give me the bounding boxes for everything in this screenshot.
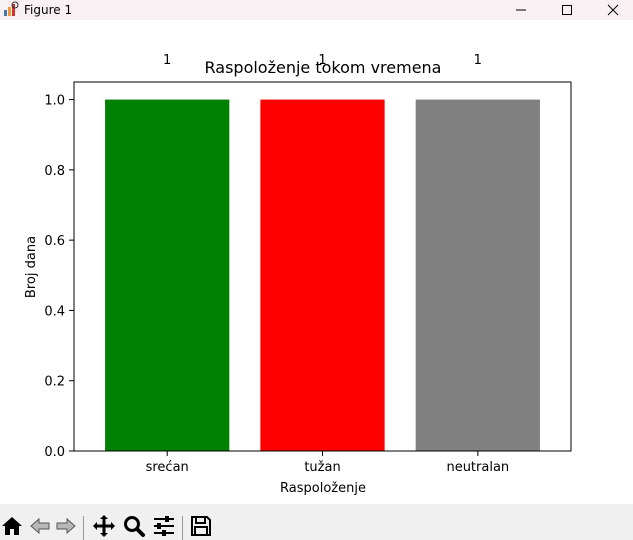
zoom-magnifier-icon (124, 516, 145, 537)
data-label-2: 1 (474, 53, 482, 68)
chart-title: Raspoloženje tokom vremena (205, 58, 442, 77)
back-button[interactable] (28, 514, 52, 538)
x-tick-label-0: srećan (146, 460, 189, 475)
bar-2 (415, 99, 540, 452)
maximize-button[interactable] (544, 0, 590, 20)
y-tick-label-2: 0.4 (44, 304, 65, 319)
zoom-button[interactable] (122, 514, 146, 538)
data-label-1: 1 (318, 53, 326, 68)
window-title: Figure 1 (24, 3, 73, 17)
x-axis-label: Raspoloženje (280, 481, 366, 496)
navigation-toolbar (0, 504, 633, 540)
data-labels-group: 1 1 1 (163, 53, 482, 68)
pan-button[interactable] (92, 514, 116, 538)
y-tick-label-0: 0.0 (44, 445, 65, 460)
close-icon (607, 4, 619, 16)
back-arrow-icon (30, 517, 50, 535)
toolbar-separator (182, 516, 183, 540)
y-axis-label: Broj dana (24, 236, 39, 298)
configure-subplots-icon (154, 516, 174, 536)
maximize-icon (562, 5, 572, 15)
home-button[interactable] (0, 514, 24, 538)
bar-0 (105, 99, 230, 452)
minimize-icon (516, 9, 526, 11)
x-tick-label-2: neutralan (446, 460, 509, 475)
x-axis: srećan tužan neutralan (146, 451, 509, 475)
y-tick-label-5: 1.0 (44, 94, 65, 109)
bars-group (105, 99, 540, 452)
data-label-0: 1 (163, 53, 171, 68)
close-button[interactable] (590, 0, 633, 20)
minimize-button[interactable] (498, 0, 544, 20)
y-tick-label-1: 0.2 (44, 375, 65, 390)
pan-move-icon (93, 515, 115, 537)
home-icon (2, 517, 22, 535)
forward-arrow-icon (56, 517, 76, 535)
matplotlib-figure-icon (3, 1, 19, 17)
save-disk-icon (191, 516, 211, 536)
configure-subplots-button[interactable] (152, 514, 176, 538)
bar-chart: 1 1 1 Raspoloženje tokom vremena 0.0 0.2 0.4… (24, 53, 572, 496)
forward-button[interactable] (54, 514, 78, 538)
y-tick-label-4: 0.8 (44, 164, 65, 179)
x-tick-label-1: tužan (304, 460, 340, 475)
bar-1 (260, 99, 385, 452)
save-button[interactable] (189, 514, 213, 538)
figure-canvas[interactable]: 1 1 1 Raspoloženje tokom vremena 0.0 0.2 0.4… (0, 20, 633, 504)
window-titlebar: Figure 1 (0, 0, 633, 20)
y-tick-label-3: 0.6 (44, 234, 65, 249)
y-axis: 0.0 0.2 0.4 0.6 0.8 1.0 (44, 94, 74, 460)
toolbar-separator (83, 516, 84, 540)
